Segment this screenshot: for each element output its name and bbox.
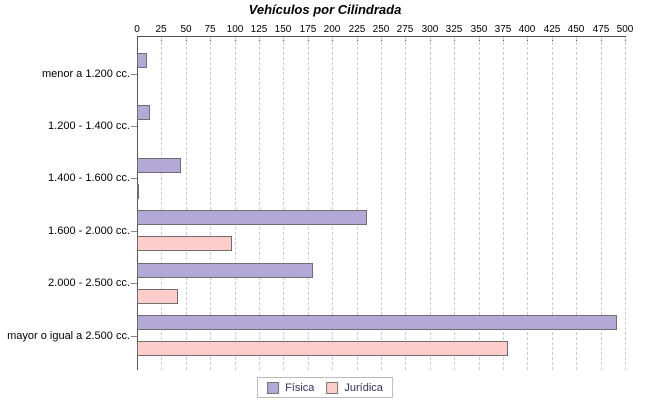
y-axis-tick (131, 126, 137, 127)
legend: Física Jurídica (257, 377, 393, 398)
bar-fisica (137, 158, 181, 173)
gridline (210, 37, 211, 370)
y-axis-tick (131, 336, 137, 337)
gridline (308, 37, 309, 370)
gridline (381, 37, 382, 370)
gridline (405, 37, 406, 370)
category-label: menor a 1.200 cc. (41, 68, 130, 80)
chart-title: Vehículos por Cilindrada (248, 2, 402, 17)
x-axis-tick-label: 350 (470, 24, 488, 35)
gridline (283, 37, 284, 370)
gridline (527, 37, 528, 370)
y-axis-line (137, 36, 138, 370)
gridline (552, 37, 553, 370)
bar-fisica (137, 53, 147, 68)
gridline (332, 37, 333, 370)
gridline (601, 37, 602, 370)
category-label: 1.400 - 1.600 cc. (48, 172, 130, 184)
gridline (454, 37, 455, 370)
x-axis-tick-label: 200 (323, 24, 341, 35)
x-axis-tick (137, 37, 138, 41)
x-axis-tick-label: 25 (155, 24, 167, 35)
x-axis-tick-label: 175 (299, 24, 317, 35)
gridline (357, 37, 358, 370)
x-axis-tick-label: 150 (274, 24, 292, 35)
gridline (625, 37, 626, 370)
legend-swatch-juridica (326, 381, 339, 394)
bar-juridica (137, 341, 508, 356)
y-axis-tick (131, 283, 137, 284)
x-axis-tick-label: 275 (396, 24, 414, 35)
x-axis-tick-label: 0 (134, 24, 140, 35)
gridline (479, 37, 480, 370)
x-axis-tick-label: 375 (494, 24, 512, 35)
bar-fisica (137, 105, 150, 120)
x-axis-tick-label: 125 (250, 24, 268, 35)
x-axis-tick-label: 300 (421, 24, 439, 35)
legend-label-juridica: Jurídica (344, 381, 383, 394)
bar-juridica (137, 184, 139, 199)
legend-label-fisica: Física (285, 381, 315, 394)
x-axis-tick-label: 250 (372, 24, 390, 35)
x-axis-tick-label: 225 (348, 24, 366, 35)
category-label: 1.600 - 2.000 cc. (48, 225, 130, 237)
bar-fisica (137, 263, 313, 278)
x-axis-line (137, 36, 626, 37)
x-axis-tick-label: 50 (180, 24, 192, 35)
x-axis-tick-label: 75 (204, 24, 216, 35)
x-axis-tick-label: 100 (226, 24, 244, 35)
gridline (430, 37, 431, 370)
y-axis-tick (131, 178, 137, 179)
x-axis-tick-label: 450 (567, 24, 585, 35)
bar-juridica (137, 236, 232, 251)
gridline (259, 37, 260, 370)
gridline (576, 37, 577, 370)
gridline (161, 37, 162, 370)
x-axis-tick-label: 475 (592, 24, 610, 35)
x-axis-tick-label: 425 (543, 24, 561, 35)
legend-swatch-fisica (267, 381, 280, 394)
y-axis-tick (131, 231, 137, 232)
x-axis-tick-label: 400 (518, 24, 536, 35)
bar-fisica (137, 315, 617, 330)
bar-juridica (137, 289, 178, 304)
category-label: mayor o igual a 2.500 cc. (7, 330, 130, 342)
x-axis-tick-label: 500 (616, 24, 634, 35)
x-axis-tick-label: 325 (445, 24, 463, 35)
category-label: 2.000 - 2.500 cc. (48, 277, 130, 289)
gridline (186, 37, 187, 370)
bar-fisica (137, 210, 367, 225)
category-label: 1.200 - 1.400 cc. (48, 120, 130, 132)
gridline (503, 37, 504, 370)
gridline (235, 37, 236, 370)
y-axis-tick (131, 74, 137, 75)
